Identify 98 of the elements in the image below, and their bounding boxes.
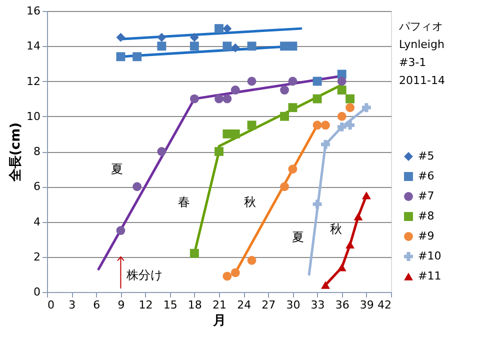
point <box>354 212 363 220</box>
text: Lynleigh <box>399 38 444 51</box>
y-tick-label: 6 <box>34 180 40 194</box>
point <box>157 32 166 42</box>
point <box>337 122 346 132</box>
x-tick-label: 27 <box>262 298 276 312</box>
point <box>312 200 322 209</box>
point <box>247 256 256 265</box>
y-tick-label: 12 <box>26 74 40 88</box>
point <box>337 112 346 121</box>
point <box>346 103 355 112</box>
y-tick-label: 10 <box>26 110 40 123</box>
x-tick-label: 42 <box>378 298 392 312</box>
point <box>346 240 355 248</box>
point <box>337 86 346 95</box>
point <box>230 43 240 52</box>
point <box>288 76 298 86</box>
x-tick-label: 18 <box>188 298 202 312</box>
annotation: 秋 <box>330 222 342 236</box>
point <box>337 76 346 86</box>
point <box>190 248 199 258</box>
point <box>312 94 322 104</box>
y-tick-label: 0 <box>34 286 40 298</box>
point <box>280 42 289 51</box>
y-tick-label: 16 <box>26 4 40 18</box>
point <box>337 264 346 272</box>
x-tick-label: 30 <box>286 298 300 312</box>
point <box>247 42 256 51</box>
point <box>288 164 298 174</box>
point <box>132 182 142 192</box>
annotation: 秋 <box>244 195 256 209</box>
point <box>280 182 289 192</box>
annotation: 夏 <box>111 162 123 176</box>
x-tick-label: 6 <box>93 298 100 312</box>
point <box>157 147 166 156</box>
point <box>222 272 232 281</box>
point <box>312 76 322 86</box>
text: 2011-14 <box>399 74 445 87</box>
point <box>222 42 232 51</box>
point <box>214 147 224 156</box>
y-tick-label: 2 <box>34 250 40 264</box>
legend-label: #9 <box>418 230 434 242</box>
point <box>280 86 289 94</box>
point <box>362 192 371 200</box>
point <box>288 103 298 112</box>
y-tick-label: 8 <box>34 145 40 158</box>
y-axis-title: 全長(cm) <box>8 122 24 183</box>
legend-label: #7 <box>418 190 434 202</box>
y-tick-label: 4 <box>34 215 40 228</box>
legend-label: #10 <box>418 250 442 262</box>
point <box>222 129 232 138</box>
point <box>321 120 330 130</box>
x-tick-label: 21 <box>212 298 226 312</box>
point <box>230 86 240 94</box>
point <box>190 32 199 42</box>
legend-label: #6 <box>418 170 434 182</box>
point <box>362 103 371 112</box>
text: パフィオ <box>398 20 443 33</box>
point <box>214 94 224 104</box>
point <box>346 120 355 130</box>
x-tick-label: 24 <box>237 298 252 312</box>
point <box>321 140 330 149</box>
annotation: 夏 <box>292 230 304 244</box>
y-tick-label: 14 <box>26 40 40 53</box>
point <box>230 268 240 278</box>
text: #3-1 <box>399 56 426 69</box>
point <box>222 24 232 34</box>
point <box>312 120 322 130</box>
x-tick-label: 9 <box>118 298 125 312</box>
x-tick-label: 39 <box>360 298 374 312</box>
point <box>288 42 298 51</box>
legend-label: #11 <box>418 270 442 282</box>
point <box>116 52 126 62</box>
point <box>214 24 224 34</box>
point <box>247 76 256 86</box>
point <box>190 94 199 104</box>
point <box>157 42 166 51</box>
point <box>116 226 126 235</box>
x-tick-label: 33 <box>310 298 325 312</box>
point <box>190 42 199 51</box>
x-tick-label: 0 <box>48 298 54 312</box>
x-tick-label: 15 <box>163 298 178 312</box>
x-axis-title: 月 <box>212 314 226 328</box>
legend-label: #8 <box>418 210 434 222</box>
annotation: 春 <box>178 195 190 209</box>
x-tick-label: 3 <box>68 298 76 312</box>
point <box>230 129 240 138</box>
point <box>222 94 232 104</box>
point <box>132 52 142 62</box>
annotation: 株分け <box>126 268 163 282</box>
point <box>346 94 355 104</box>
point <box>116 32 126 42</box>
x-tick-label: 12 <box>138 298 153 312</box>
point <box>280 112 289 121</box>
point <box>247 120 256 130</box>
x-tick-label: 36 <box>335 298 350 312</box>
point <box>321 281 330 289</box>
legend-label: #5 <box>418 150 434 162</box>
